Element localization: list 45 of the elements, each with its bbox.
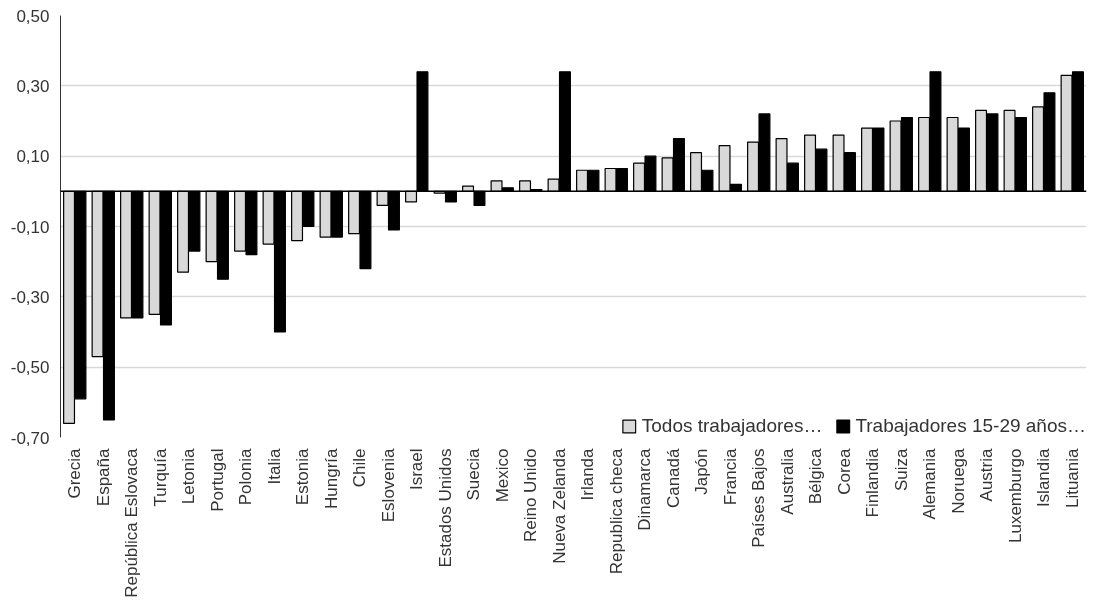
x-tick-label: Noruega — [948, 447, 968, 514]
x-tick-label: Países Bajos — [749, 448, 769, 548]
y-tick-label: 0,10 — [16, 147, 50, 167]
x-tick-label: Nueva Zelanda — [549, 447, 569, 564]
x-tick-label: Letonia — [179, 447, 199, 505]
x-tick-label: Chile — [350, 448, 370, 488]
x-tick-label: Republica checa — [606, 447, 626, 575]
x-tick-label: Italia — [264, 447, 284, 485]
y-tick-label: -0,10 — [10, 217, 50, 237]
x-tick-label: Lituania — [1062, 447, 1082, 509]
x-tick-label: Finlandia — [863, 447, 883, 518]
y-tick-label: -0,30 — [10, 287, 50, 307]
y-tick-label: 0,50 — [16, 6, 50, 26]
x-tick-label: Mexico — [492, 448, 512, 503]
legend-label: Trabajadores 15-29 años… — [855, 415, 1086, 437]
x-tick-label: Islandia — [1034, 447, 1054, 508]
x-tick-label: Alemania — [920, 447, 940, 520]
y-tick-label: -0,50 — [10, 358, 50, 378]
x-tick-label: España — [93, 447, 113, 507]
x-tick-label: Irlanda — [578, 447, 598, 501]
x-tick-label: Australia — [777, 447, 797, 515]
x-tick-label: Bélgica — [806, 447, 826, 505]
x-tick-label: Eslovenia — [378, 447, 398, 523]
x-tick-label: Dinamarca — [635, 447, 655, 531]
x-tick-label: Suecia — [464, 447, 484, 501]
x-tick-label: Hungría — [321, 447, 341, 509]
x-tick-label: Suiza — [891, 447, 911, 492]
x-tick-label: Turquía — [150, 447, 170, 507]
x-tick-label: Reino Unido — [521, 448, 541, 543]
x-tick-label: Canadá — [663, 447, 683, 509]
x-tick-label: Estados Unidos — [435, 448, 455, 568]
x-tick-label: Corea — [834, 447, 854, 495]
x-tick-label: Estonia — [293, 447, 313, 506]
legend-label: Todos trabajadores… — [641, 415, 823, 437]
x-tick-label: Polonia — [236, 447, 256, 506]
x-tick-label: Luxemburgo — [1005, 448, 1025, 543]
x-tick-label: Austria — [977, 447, 997, 502]
y-tick-label: -0,70 — [10, 428, 50, 448]
x-tick-label: Japón — [692, 448, 712, 495]
x-tick-label: Portugal — [207, 448, 227, 512]
x-tick-label: Grecia — [65, 447, 85, 499]
x-tick-label: Israel — [407, 448, 427, 491]
y-tick-label: 0,30 — [16, 76, 50, 96]
x-tick-label: República Eslovaca — [122, 447, 142, 598]
x-tick-label: Francia — [720, 447, 740, 506]
